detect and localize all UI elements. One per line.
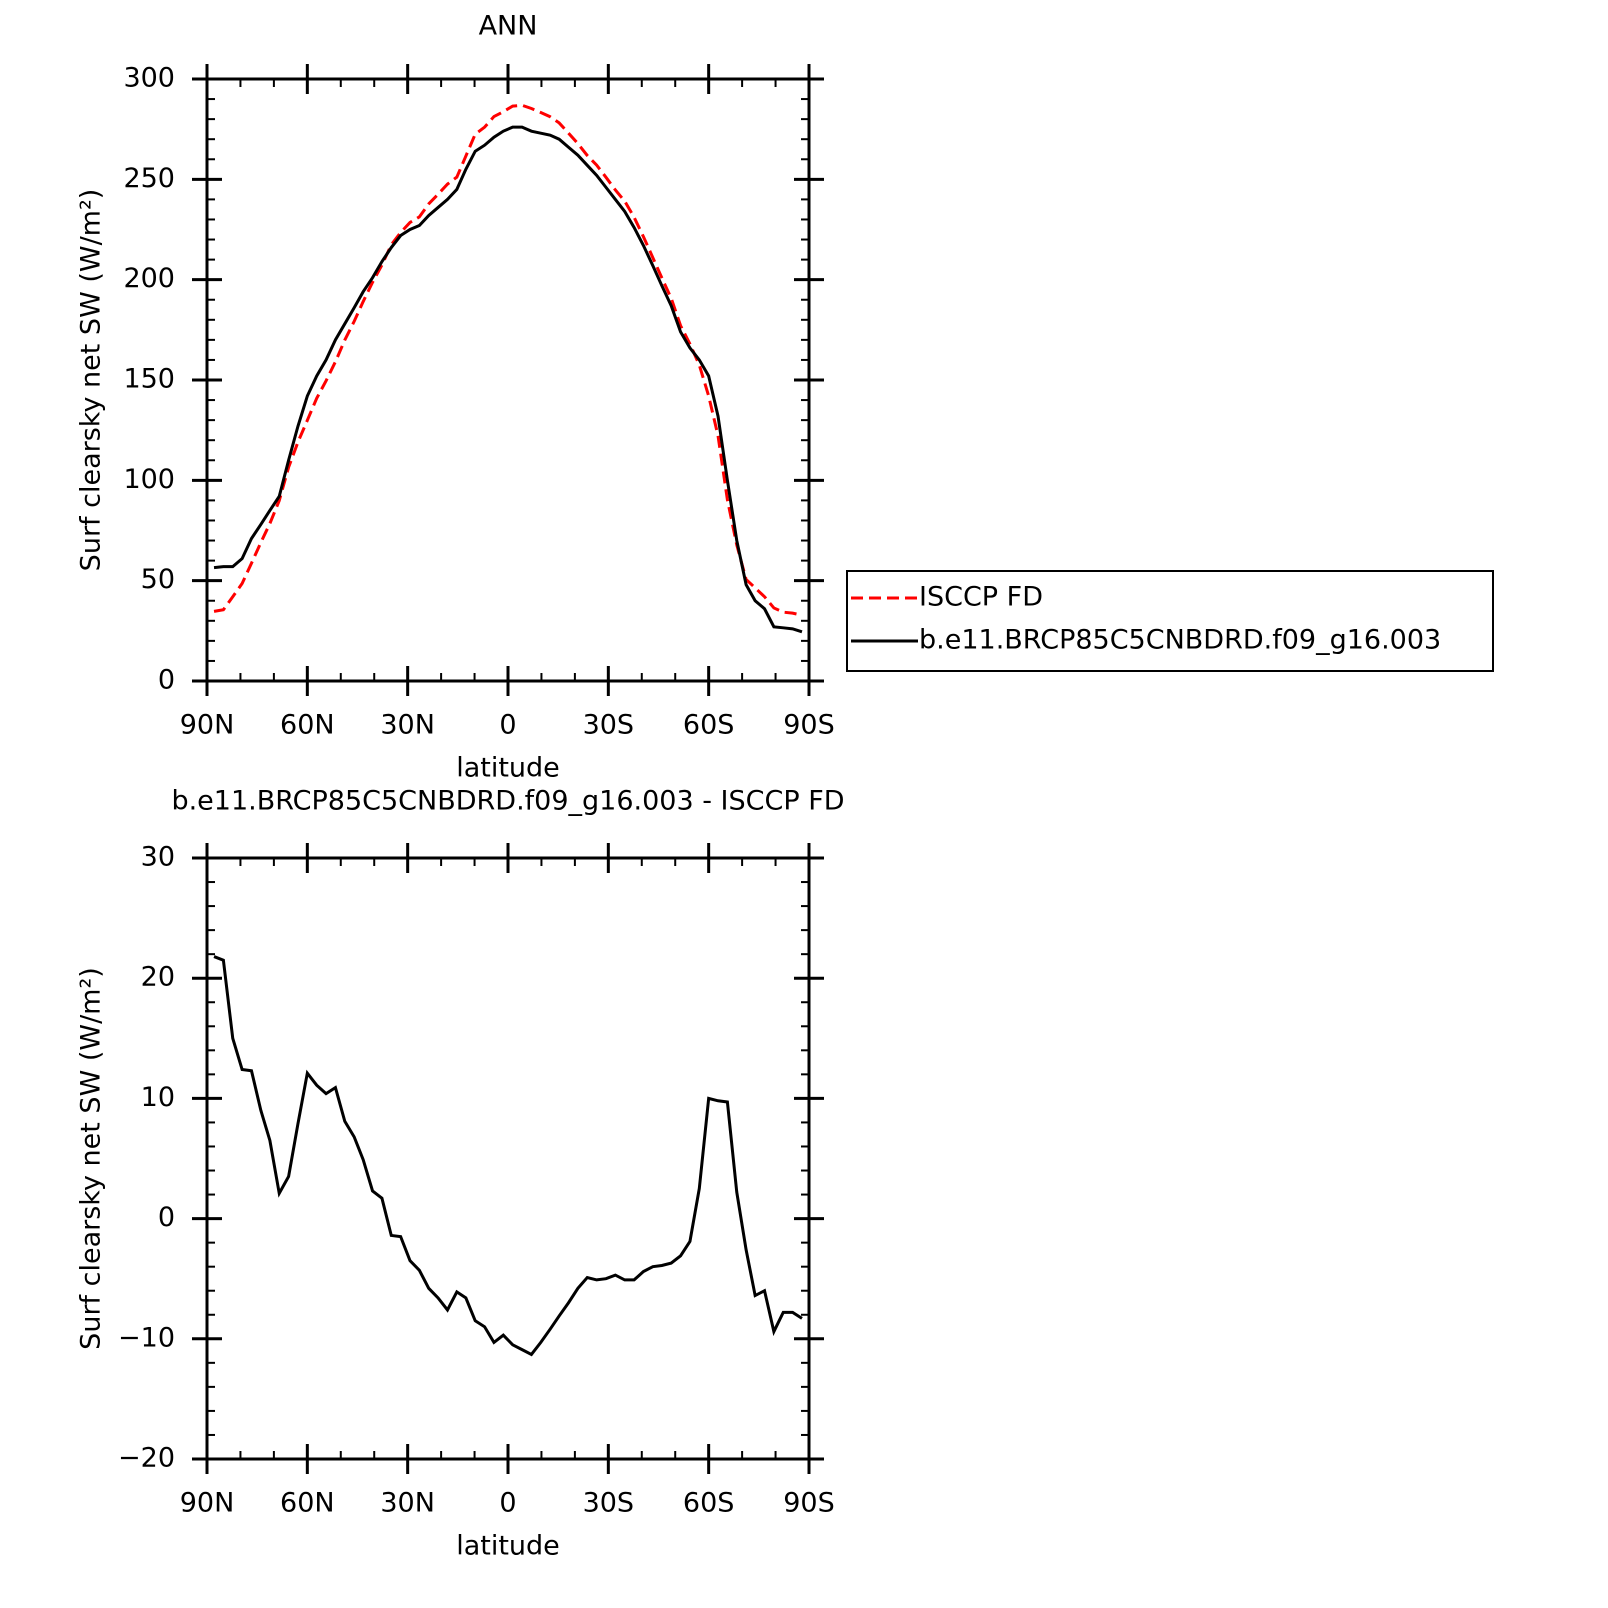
- y-tick-label: 250: [123, 163, 175, 194]
- x-tick-label: 60S: [683, 1488, 735, 1519]
- x-tick-label: 0: [499, 710, 516, 741]
- plot-frame: [205, 77, 811, 683]
- chart-title: b.e11.BRCP85C5CNBDRD.f09_g16.003 - ISCCP…: [171, 786, 844, 817]
- x-axis-label: latitude: [456, 753, 560, 784]
- x-tick-label: 30N: [380, 1488, 435, 1519]
- x-tick-label: 30N: [380, 710, 435, 741]
- y-tick-label: 50: [141, 564, 175, 595]
- x-tick-label: 0: [499, 1488, 516, 1519]
- x-tick-label: 30S: [583, 710, 635, 741]
- x-tick-label: 90N: [180, 1488, 235, 1519]
- y-tick-label: 300: [123, 63, 175, 94]
- y-tick-label: −20: [118, 1443, 175, 1474]
- data-line: [213, 125, 803, 634]
- data-line: [213, 103, 803, 617]
- x-axis-label: latitude: [456, 1531, 560, 1562]
- legend-box: [846, 570, 1494, 672]
- data-line: [213, 955, 803, 1357]
- y-tick-label: 20: [141, 962, 175, 993]
- y-tick-label: 200: [123, 263, 175, 294]
- x-tick-label: 60S: [683, 710, 735, 741]
- y-axis-label: Surf clearsky net SW (W/m²): [76, 189, 107, 572]
- x-tick-label: 60N: [280, 1488, 335, 1519]
- y-tick-label: 150: [123, 364, 175, 395]
- y-axis-label: Surf clearsky net SW (W/m²): [76, 967, 107, 1350]
- x-tick-label: 30S: [583, 1488, 635, 1519]
- x-tick-label: 90N: [180, 710, 235, 741]
- y-tick-label: −10: [118, 1322, 175, 1353]
- y-tick-label: 100: [123, 464, 175, 495]
- y-tick-label: 0: [158, 1202, 175, 1233]
- legend-label: ISCCP FD: [919, 582, 1043, 613]
- x-tick-label: 90S: [783, 710, 835, 741]
- legend-label: b.e11.BRCP85C5CNBDRD.f09_g16.003: [919, 625, 1441, 656]
- x-tick-label: 90S: [783, 1488, 835, 1519]
- y-tick-label: 30: [141, 842, 175, 873]
- y-tick-label: 0: [158, 665, 175, 696]
- y-tick-label: 10: [141, 1082, 175, 1113]
- x-tick-label: 60N: [280, 710, 335, 741]
- plot-frame: [205, 856, 811, 1461]
- legend: ISCCP FD b.e11.BRCP85C5CNBDRD.f09_g16.003: [846, 570, 1494, 672]
- chart-title: ANN: [479, 11, 538, 42]
